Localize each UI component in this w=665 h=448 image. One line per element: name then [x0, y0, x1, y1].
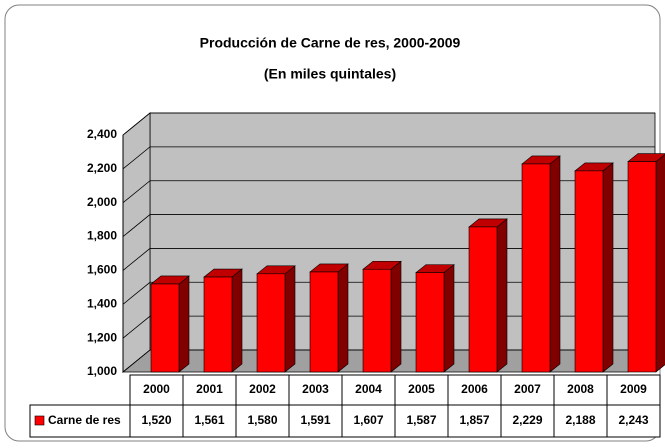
- legend-cell: [29, 404, 131, 438]
- bar-side: [443, 264, 455, 373]
- x-tick-label: 2009: [620, 382, 647, 396]
- bar-side: [655, 153, 665, 373]
- data-label: 1,857: [459, 413, 489, 427]
- data-label: 1,561: [194, 413, 224, 427]
- bar: [362, 268, 392, 373]
- data-label: 1,587: [406, 413, 436, 427]
- x-tick-label: 2008: [567, 382, 594, 396]
- data-label: 1,580: [247, 413, 277, 427]
- x-tick-label: 2000: [143, 382, 170, 396]
- legend-label: Carne de res: [48, 413, 121, 427]
- chart-title: Producción de Carne de res, 2000-2009: [200, 35, 461, 51]
- bar-side: [390, 260, 402, 373]
- bar-side: [496, 218, 508, 373]
- x-tick-label: 2001: [196, 382, 223, 396]
- bar: [574, 170, 604, 373]
- y-tick-label: 1,800: [87, 229, 117, 243]
- x-tick-label: 2006: [461, 382, 488, 396]
- data-label: 1,607: [353, 413, 383, 427]
- grid-line: [122, 112, 655, 136]
- x-tick-label: 2003: [302, 382, 329, 396]
- bar: [150, 283, 180, 373]
- data-label: 1,591: [300, 413, 330, 427]
- bar-side: [602, 162, 614, 373]
- bar-side: [231, 268, 243, 373]
- y-tick-label: 2,000: [87, 195, 117, 209]
- bar: [627, 161, 657, 373]
- x-tick-label: 2002: [249, 382, 276, 396]
- grid-line: [122, 214, 655, 237]
- grid-line: [122, 180, 655, 204]
- x-tick-label: 2007: [514, 382, 541, 396]
- bar: [256, 273, 286, 373]
- y-tick-label: 1,400: [87, 296, 117, 310]
- y-tick-label: 2,200: [87, 161, 117, 175]
- y-tick-label: 2,400: [87, 127, 117, 141]
- data-label: 2,188: [565, 413, 595, 427]
- bar: [203, 276, 233, 373]
- bar: [468, 226, 498, 373]
- data-label: 1,520: [141, 413, 171, 427]
- bar: [415, 272, 445, 373]
- bar-side: [178, 275, 190, 373]
- bar-side: [337, 263, 349, 373]
- side-wall: [122, 112, 151, 373]
- bar-side: [284, 265, 296, 373]
- y-tick-label: 1,200: [87, 330, 117, 344]
- bar: [309, 271, 339, 373]
- y-tick-label: 1,600: [87, 263, 117, 277]
- y-tick-label: 1,000: [87, 364, 117, 378]
- data-label: 2,229: [512, 413, 542, 427]
- legend-swatch: [34, 415, 45, 426]
- grid-line: [122, 146, 655, 170]
- x-tick-label: 2005: [408, 382, 435, 396]
- bar: [521, 163, 551, 373]
- chart-subtitle: (En miles quintales): [264, 66, 396, 82]
- x-tick-label: 2004: [355, 382, 382, 396]
- bar-side: [549, 155, 561, 373]
- data-label: 2,243: [618, 413, 648, 427]
